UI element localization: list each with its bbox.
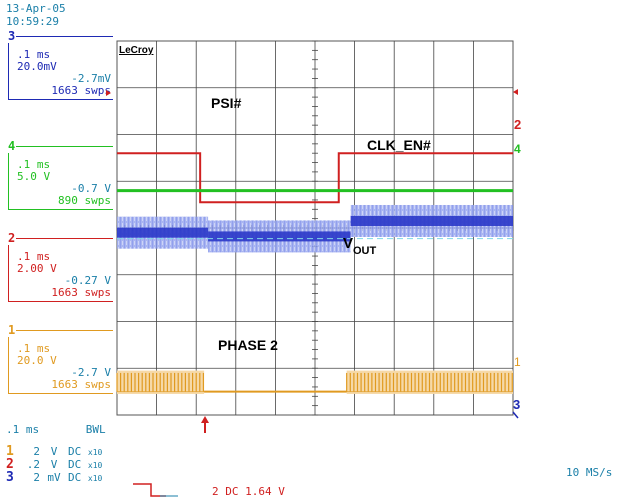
trigger-slope-icon	[133, 483, 178, 497]
channel-2-offset: -0.27 V	[64, 274, 111, 287]
channel-3-sweeps: 1663 swps	[51, 84, 111, 97]
psi-label: PSI#	[211, 95, 242, 111]
footer-ch3-unit: mV	[47, 471, 61, 484]
sample-rate: 10 MS/s	[566, 466, 612, 479]
channel-4-offset: -0.7 V	[71, 182, 111, 195]
trigger-marker-icon	[201, 416, 209, 433]
footer-ch1-coupling: DC	[68, 445, 82, 458]
trace-vout-core	[208, 231, 351, 242]
channel-1-box[interactable]: 1 .1 ms 20.0 V -2.7 V 1663 swps	[7, 323, 113, 394]
channel-2-sweeps: 1663 swps	[51, 286, 111, 299]
footer-ch2-coupling: DC	[68, 458, 82, 471]
channel-4-sweeps: 890 swps	[58, 194, 111, 207]
channel-4-timebase: .1 ms	[17, 158, 51, 171]
footer-ch2-unit: V	[50, 458, 58, 471]
footer-row-ch2: 2 .2 V DC x10	[6, 457, 103, 472]
channel-2-box[interactable]: 2 .1 ms 2.00 V -0.27 V 1663 swps	[7, 231, 113, 302]
footer-ch1-probe: x10	[87, 448, 103, 457]
channel-1-timebase: .1 ms	[17, 342, 51, 355]
channel-3-timebase: .1 ms	[17, 48, 51, 61]
footer-row-ch3: 3 2 mV DC x10	[6, 470, 103, 485]
traces	[116, 152, 513, 394]
channel-3-box[interactable]: 3 .1 ms 20.0mV -2.7mV 1663 swps	[7, 29, 113, 100]
footer-ch3-probe: x10	[87, 474, 103, 483]
ch4-right-tag: 4	[514, 142, 521, 156]
footer-header: .1 ms BWL	[6, 424, 106, 435]
channel-3-number: 3	[7, 29, 17, 43]
footer-timebase: .1 ms	[6, 423, 40, 436]
clk-en-label: CLK_EN#	[367, 137, 431, 153]
channel-4-scale: 5.0 V	[17, 170, 51, 183]
ch2-left-marker-icon	[106, 90, 111, 96]
ch1-right-tag: 1	[514, 355, 521, 369]
ch3-right-tag: 3	[513, 397, 520, 412]
channel-2-number: 2	[7, 231, 17, 245]
ch2-right-tag: 2	[514, 117, 521, 132]
trace-vout-core	[117, 227, 209, 238]
trace-psi	[117, 152, 513, 204]
footer-bwl: BWL	[85, 423, 106, 436]
footer-ch1-num: 1	[6, 444, 14, 459]
channel-2-scale: 2.00 V	[17, 262, 57, 275]
channel-3-scale: 20.0mV	[17, 60, 57, 73]
timestamp-date: 13-Apr-05	[6, 2, 66, 15]
footer-ch3-scale: 2	[33, 471, 40, 484]
vout-label-subscript: OUT	[353, 245, 377, 257]
brand-logo: LeCroy	[119, 45, 154, 56]
channel-2-timebase: .1 ms	[17, 250, 51, 263]
channel-1-number: 1	[7, 323, 17, 337]
footer-ch1-unit: V	[50, 445, 58, 458]
footer-ch2-scale: .2	[26, 458, 40, 471]
footer-ch3-num: 3	[6, 470, 14, 485]
vout-label-main: V	[343, 235, 353, 252]
channel-1-offset: -2.7 V	[71, 366, 111, 379]
phase2-label: PHASE 2	[218, 337, 278, 353]
channel-3-offset: -2.7mV	[71, 72, 111, 85]
ch2-level-marker-icon	[513, 89, 518, 95]
right-markers: 2 4 1 3	[512, 89, 521, 419]
trace-vout-core	[350, 215, 513, 226]
ch3-offscreen-arrow-icon	[512, 411, 519, 419]
trigger-setting: 2 DC 1.64 V	[212, 485, 285, 498]
footer-ch3-coupling: DC	[68, 471, 82, 484]
footer-ch2-num: 2	[6, 457, 14, 472]
footer-row-ch1: 1 2 V DC x10	[6, 444, 103, 459]
channel-1-scale: 20.0 V	[17, 354, 57, 367]
timestamp: 13-Apr-05 10:59:29	[6, 2, 66, 28]
channel-4-box[interactable]: 4 .1 ms 5.0 V -0.7 V 890 swps	[7, 139, 113, 210]
timestamp-time: 10:59:29	[6, 15, 59, 28]
footer-ch2-probe: x10	[87, 461, 103, 470]
footer-ch1-scale: 2	[33, 445, 40, 458]
channel-1-sweeps: 1663 swps	[51, 378, 111, 391]
channel-4-number: 4	[7, 139, 17, 153]
vout-label: V OUT	[343, 235, 377, 257]
